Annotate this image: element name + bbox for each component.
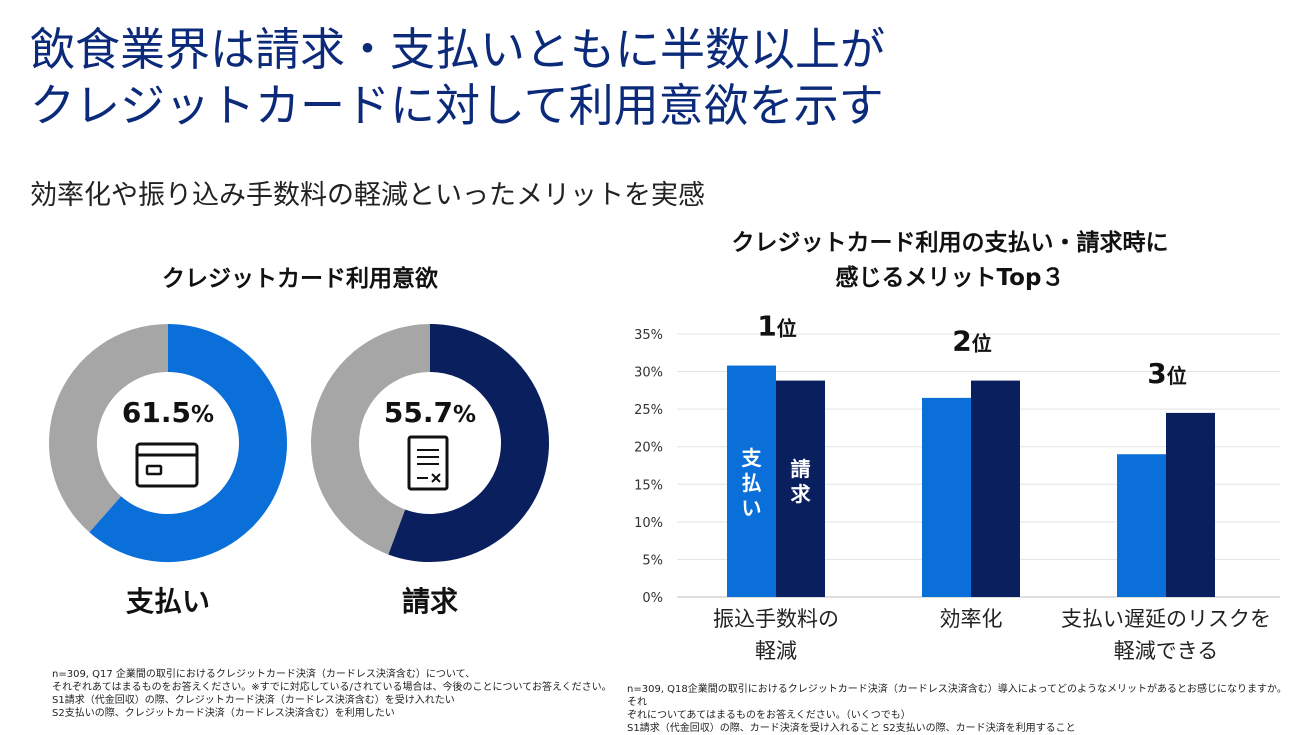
- bar-billing: [971, 380, 1020, 597]
- right-footnote: n=309, Q18企業間の取引におけるクレジットカード決済（カードレス決済含む…: [627, 683, 1287, 735]
- donut-payment-value: 61.5%: [121, 396, 215, 429]
- bar-label-payment: 支: [742, 446, 763, 470]
- credit-card-icon: [135, 442, 199, 488]
- bar-billing: [776, 380, 825, 597]
- rank-label: 2位: [952, 325, 991, 358]
- left-footnote: n=309, Q17 企業間の取引におけるクレジットカード決済（カードレス決済含…: [52, 668, 612, 720]
- donut-payment-label: 支払い: [125, 585, 210, 618]
- donut-slice-remainder: [49, 324, 169, 533]
- bar-billing: [1166, 412, 1215, 597]
- left-footnote-line: S1請求（代金回収）の際、クレジットカード決済（カードレス決済含む）を受け入れた…: [52, 695, 455, 706]
- bar-label-billing: 求: [791, 482, 812, 506]
- bar-chart-heading: クレジットカード利用の支払い・請求時に 感じるメリットTop３: [640, 226, 1260, 296]
- bar-chart-heading-line-1: クレジットカード利用の支払い・請求時に: [731, 230, 1169, 256]
- bar-label-payment: い: [742, 496, 762, 520]
- x-category-label: 振込手数料の: [713, 607, 839, 631]
- bar-payment: [922, 397, 971, 597]
- y-tick-label: 35%: [634, 328, 663, 343]
- bar-chart-heading-line-2: 感じるメリットTop３: [835, 265, 1065, 291]
- donut-slice-remainder: [311, 324, 431, 555]
- rank-label: 1位: [757, 310, 796, 343]
- donut-payment: [49, 324, 287, 562]
- title-line-1: 飲食業界は請求・支払いともに半数以上が: [30, 23, 886, 76]
- y-tick-label: 10%: [634, 516, 663, 531]
- donut-charts: [49, 324, 549, 562]
- x-category-label: 軽減できる: [1114, 639, 1219, 663]
- x-category-label: 軽減: [755, 639, 797, 663]
- bar-label-payment: 払: [742, 471, 762, 495]
- donut-section-heading: クレジットカード利用意欲: [162, 266, 438, 292]
- right-footnote-line: S1請求（代金回収）の際、カード決済を受け入れること S2支払いの際、カード決済…: [627, 723, 1076, 734]
- left-footnote-line: n=309, Q17 企業間の取引におけるクレジットカード決済（カードレス決済含…: [52, 669, 476, 680]
- donut-slice-value: [89, 324, 287, 562]
- title-line-2: クレジットカードに対して利用意欲を示す: [30, 79, 884, 132]
- left-footnote-line: それぞれあてはまるものをお答えください。※すでに対応している/されている場合は、…: [52, 682, 612, 693]
- donut-billing-value: 55.7%: [383, 396, 477, 429]
- x-category-label: 効率化: [940, 607, 1003, 631]
- y-tick-label: 5%: [642, 553, 663, 568]
- bar-payment: [727, 365, 776, 597]
- y-tick-label: 15%: [634, 478, 663, 493]
- y-tick-label: 20%: [634, 441, 663, 456]
- bar-label-billing: 請: [791, 457, 811, 481]
- right-footnote-line: n=309, Q18企業間の取引におけるクレジットカード決済（カードレス決済含む…: [627, 684, 1287, 708]
- donut-slice-value: [388, 324, 549, 562]
- y-tick-label: 30%: [634, 366, 663, 381]
- bar-payment: [1117, 454, 1166, 597]
- invoice-icon: [407, 435, 449, 491]
- donut-billing-label: 請求: [401, 585, 458, 618]
- donut-billing: [311, 324, 549, 562]
- right-footnote-line: ぞれについてあてはまるものをお答えください。（いくつでも）: [627, 710, 911, 721]
- y-tick-label: 0%: [642, 591, 663, 606]
- page-subtitle: 効率化や振り込み手数料の軽減といったメリットを実感: [30, 180, 705, 211]
- y-tick-label: 25%: [634, 403, 663, 418]
- rank-label: 3位: [1147, 357, 1186, 390]
- page-title: 飲食業界は請求・支払いともに半数以上が クレジットカードに対して利用意欲を示す: [30, 22, 885, 134]
- left-footnote-line: S2支払いの際、クレジットカード決済（カードレス決済含む）を利用したい: [52, 708, 395, 719]
- x-category-label: 支払い遅延のリスクを: [1061, 607, 1271, 631]
